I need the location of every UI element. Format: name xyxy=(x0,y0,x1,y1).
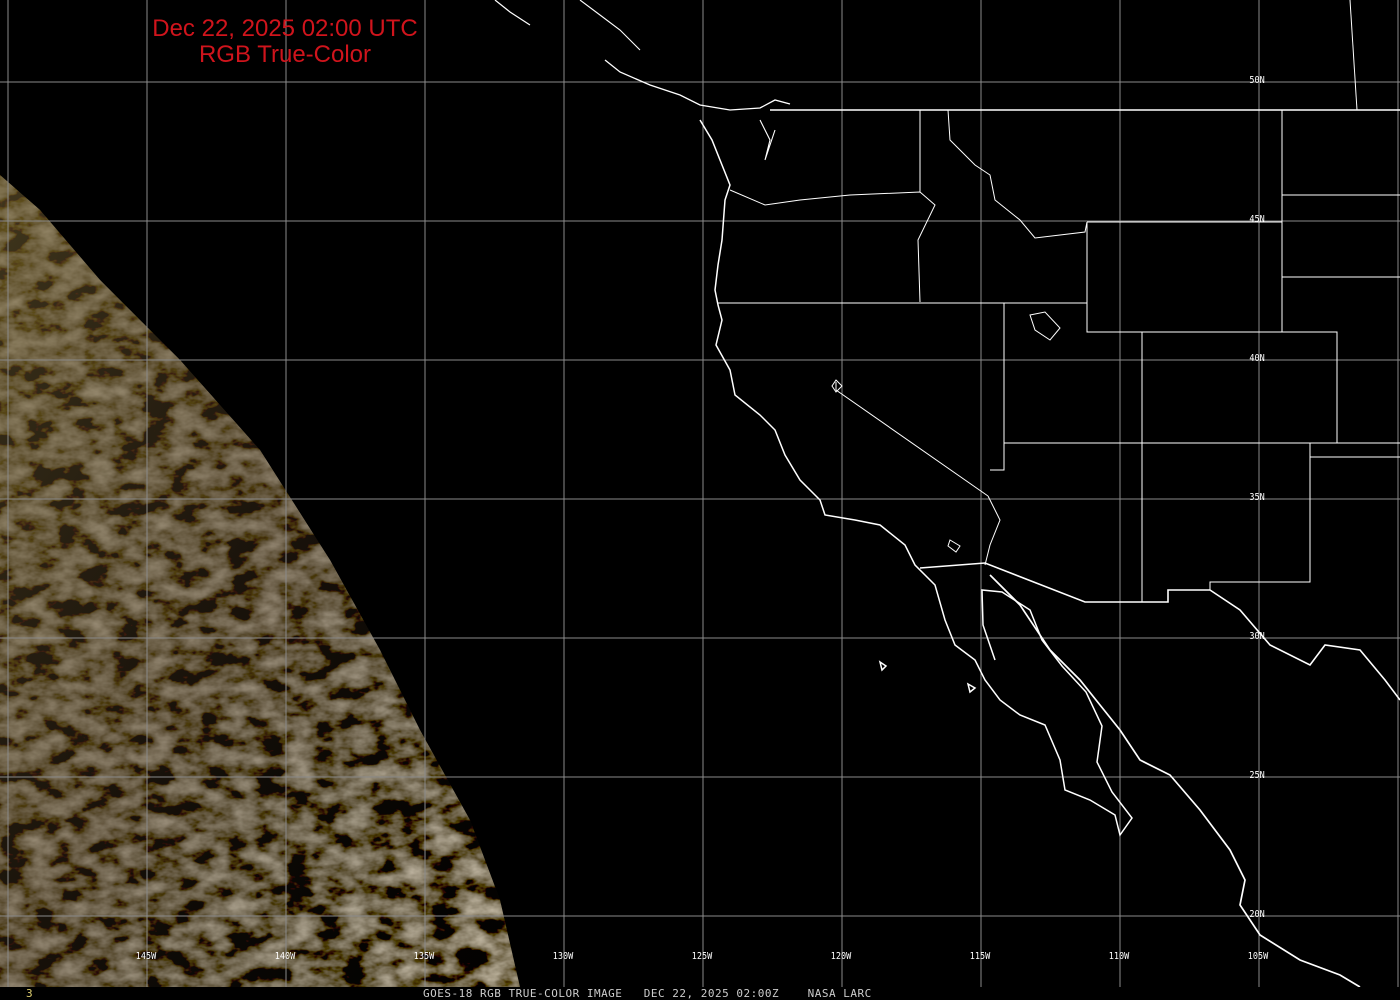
latitude-label: 20N xyxy=(1249,909,1265,920)
island xyxy=(966,682,977,694)
state-border xyxy=(990,303,1005,471)
caption-bar: 3 GOES-18 RGB TRUE-COLOR IMAGE DEC 22, 2… xyxy=(0,987,1400,1000)
state-border xyxy=(1209,443,1311,590)
political-borders xyxy=(494,0,1400,987)
coastline-pacific xyxy=(699,119,1133,837)
latitude-label: 50N xyxy=(1249,75,1265,86)
map-title-datetime: Dec 22, 2025 02:00 UTC xyxy=(152,15,418,42)
frame-number: 3 xyxy=(26,987,33,1000)
longitude-label: 145W xyxy=(135,951,157,962)
island xyxy=(878,660,888,672)
longitude-label: 140W xyxy=(274,951,296,962)
state-border xyxy=(729,189,936,303)
state-border xyxy=(947,109,1088,239)
longitude-label: 130W xyxy=(552,951,574,962)
cloud-imagery xyxy=(0,175,520,987)
state-border xyxy=(1086,222,1142,333)
longitude-label: 110W xyxy=(1108,951,1130,962)
coastline-bc-north xyxy=(494,0,531,26)
state-border xyxy=(984,495,1001,566)
longitude-label: 115W xyxy=(969,951,991,962)
longitude-label: 125W xyxy=(691,951,713,962)
lake-tahoe xyxy=(831,379,843,393)
coastline-bc xyxy=(604,59,791,111)
longitude-label: 105W xyxy=(1247,951,1269,962)
latitude-label: 30N xyxy=(1249,631,1265,642)
caption-text: GOES-18 RGB TRUE-COLOR IMAGE DEC 22, 202… xyxy=(423,987,872,1000)
state-border xyxy=(1142,331,1338,443)
latitude-label: 35N xyxy=(1249,492,1265,503)
salton-sea xyxy=(947,539,961,553)
longitude-label: 120W xyxy=(830,951,852,962)
great-salt-lake xyxy=(1029,311,1061,341)
state-border xyxy=(835,382,989,497)
latitude-label: 40N xyxy=(1249,353,1265,364)
latitude-label: 45N xyxy=(1249,214,1265,225)
coastline-bc-islands xyxy=(579,0,641,51)
coastline-mexico xyxy=(989,574,1361,987)
latitude-label: 25N xyxy=(1249,770,1265,781)
map-title-product: RGB True-Color xyxy=(198,41,372,68)
coastline-puget xyxy=(759,119,776,161)
state-border xyxy=(1349,0,1358,111)
longitude-label: 135W xyxy=(413,951,435,962)
us-mexico-border xyxy=(919,562,1400,701)
